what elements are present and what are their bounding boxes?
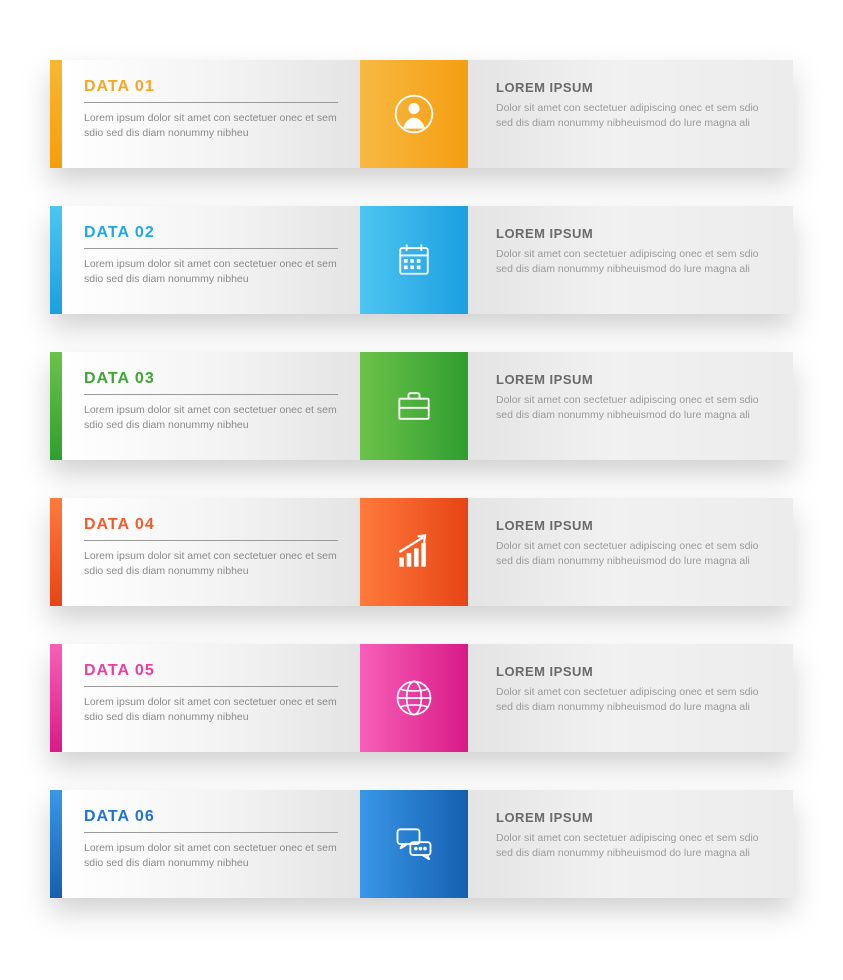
infographic-row: DATA 05 Lorem ipsum dolor sit amet con se…	[50, 644, 793, 752]
row-left-body: Lorem ipsum dolor sit amet con sectetuer…	[84, 841, 338, 871]
row-right-title: LOREM IPSUM	[496, 810, 769, 825]
row-title: DATA 06	[84, 808, 338, 833]
row-title: DATA 03	[84, 370, 338, 395]
infographic-row: DATA 01 Lorem ipsum dolor sit amet con se…	[50, 60, 793, 168]
infographic-row: DATA 04 Lorem ipsum dolor sit amet con se…	[50, 498, 793, 606]
left-panel: DATA 03 Lorem ipsum dolor sit amet con se…	[62, 352, 360, 460]
accent-bar	[50, 498, 62, 606]
chat-icon	[360, 790, 468, 898]
calendar-icon	[360, 206, 468, 314]
row-left-body: Lorem ipsum dolor sit amet con sectetuer…	[84, 111, 338, 141]
right-panel: LOREM IPSUM Dolor sit amet con sectetuer …	[468, 498, 793, 606]
row-right-title: LOREM IPSUM	[496, 372, 769, 387]
right-panel: LOREM IPSUM Dolor sit amet con sectetuer …	[468, 60, 793, 168]
row-title: DATA 04	[84, 516, 338, 541]
accent-bar	[50, 790, 62, 898]
row-right-body: Dolor sit amet con sectetuer adipiscing …	[496, 685, 769, 715]
accent-bar	[50, 206, 62, 314]
accent-bar	[50, 352, 62, 460]
infographic-row: DATA 02 Lorem ipsum dolor sit amet con se…	[50, 206, 793, 314]
row-left-body: Lorem ipsum dolor sit amet con sectetuer…	[84, 549, 338, 579]
growth-icon	[360, 498, 468, 606]
row-right-body: Dolor sit amet con sectetuer adipiscing …	[496, 831, 769, 861]
left-panel: DATA 05 Lorem ipsum dolor sit amet con se…	[62, 644, 360, 752]
left-panel: DATA 04 Lorem ipsum dolor sit amet con se…	[62, 498, 360, 606]
globe-icon	[360, 644, 468, 752]
accent-bar	[50, 60, 62, 168]
right-panel: LOREM IPSUM Dolor sit amet con sectetuer …	[468, 790, 793, 898]
row-left-body: Lorem ipsum dolor sit amet con sectetuer…	[84, 403, 338, 433]
row-title: DATA 01	[84, 78, 338, 103]
row-right-body: Dolor sit amet con sectetuer adipiscing …	[496, 539, 769, 569]
row-left-body: Lorem ipsum dolor sit amet con sectetuer…	[84, 257, 338, 287]
right-panel: LOREM IPSUM Dolor sit amet con sectetuer …	[468, 644, 793, 752]
row-left-body: Lorem ipsum dolor sit amet con sectetuer…	[84, 695, 338, 725]
row-title: DATA 05	[84, 662, 338, 687]
person-icon	[360, 60, 468, 168]
infographic-rows: DATA 01 Lorem ipsum dolor sit amet con se…	[50, 60, 793, 898]
left-panel: DATA 01 Lorem ipsum dolor sit amet con se…	[62, 60, 360, 168]
right-panel: LOREM IPSUM Dolor sit amet con sectetuer …	[468, 206, 793, 314]
row-right-body: Dolor sit amet con sectetuer adipiscing …	[496, 247, 769, 277]
left-panel: DATA 06 Lorem ipsum dolor sit amet con se…	[62, 790, 360, 898]
infographic-row: DATA 06 Lorem ipsum dolor sit amet con se…	[50, 790, 793, 898]
row-right-title: LOREM IPSUM	[496, 518, 769, 533]
row-right-body: Dolor sit amet con sectetuer adipiscing …	[496, 101, 769, 131]
infographic-row: DATA 03 Lorem ipsum dolor sit amet con se…	[50, 352, 793, 460]
row-title: DATA 02	[84, 224, 338, 249]
briefcase-icon	[360, 352, 468, 460]
row-right-title: LOREM IPSUM	[496, 664, 769, 679]
row-right-title: LOREM IPSUM	[496, 226, 769, 241]
row-right-title: LOREM IPSUM	[496, 80, 769, 95]
accent-bar	[50, 644, 62, 752]
right-panel: LOREM IPSUM Dolor sit amet con sectetuer …	[468, 352, 793, 460]
left-panel: DATA 02 Lorem ipsum dolor sit amet con se…	[62, 206, 360, 314]
row-right-body: Dolor sit amet con sectetuer adipiscing …	[496, 393, 769, 423]
